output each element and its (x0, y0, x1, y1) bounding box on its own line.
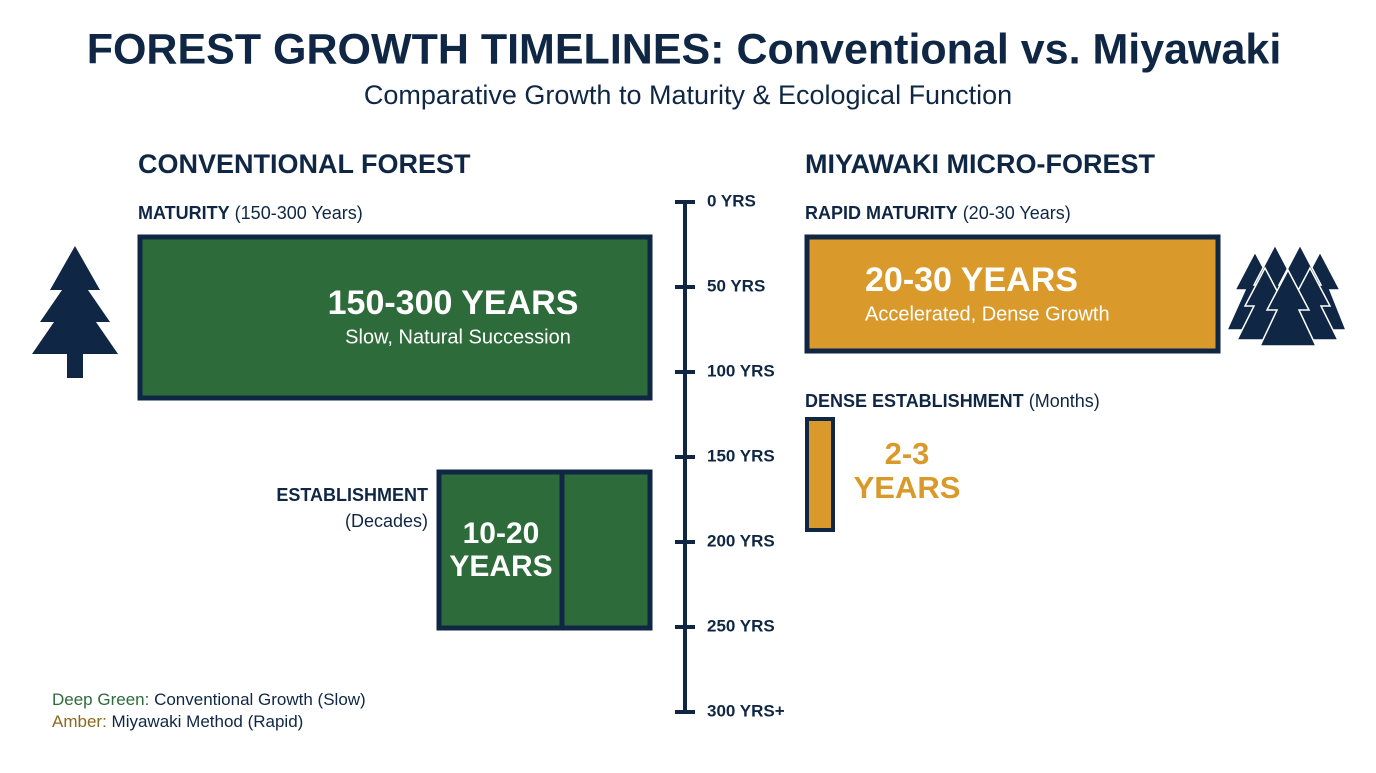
tick-label: 150 YRS (707, 446, 775, 465)
label: RAPID MATURITY (805, 203, 958, 223)
legend-entry: Deep Green: Conventional Growth (Slow) (52, 690, 366, 709)
legend-key: Deep Green: (52, 690, 149, 709)
rapid-maturity-caption: Accelerated, Dense Growth (865, 303, 1110, 325)
tick-label: 0 YRS (707, 191, 756, 210)
note: (150-300 Years) (235, 203, 363, 223)
rapid-maturity-value: 20-30 YEARS (865, 261, 1078, 299)
subtitle: Comparative Growth to Maturity & Ecologi… (364, 80, 1012, 110)
tick-label: 50 YRS (707, 276, 765, 295)
miyawaki-heading: MIYAWAKI MICRO-FOREST (805, 149, 1156, 179)
title: FOREST GROWTH TIMELINES: Conventional vs… (87, 25, 1282, 73)
rapid-maturity-box (804, 234, 1221, 354)
dense-value: 2-3 (885, 436, 930, 471)
establishment-value: 10-20 (463, 517, 540, 550)
legend-text: Miyawaki Method (Rapid) (112, 712, 304, 731)
tick-label: 250 YRS (707, 616, 775, 635)
establishment-note: (Decades) (345, 511, 428, 531)
tick-label: 300 YRS+ (707, 701, 785, 720)
legend-key: Amber: (52, 712, 107, 731)
dense-label: DENSE ESTABLISHMENT (Months) (805, 391, 1100, 411)
miyawaki-trees (1225, 243, 1348, 347)
legend-text: Conventional Growth (Slow) (154, 690, 366, 709)
establishment-box (436, 469, 653, 631)
maturity-caption: Slow, Natural Succession (345, 326, 571, 348)
label: MATURITY (138, 203, 230, 223)
maturity-box (137, 234, 653, 401)
label: DENSE ESTABLISHMENT (805, 391, 1024, 411)
maturity-value: 150-300 YEARS (328, 284, 579, 322)
dense-bar (805, 417, 835, 532)
conventional-heading: CONVENTIONAL FOREST (138, 149, 471, 179)
rapid-maturity-label: RAPID MATURITY (20-30 Years) (805, 203, 1071, 223)
dense-value: YEARS (854, 470, 961, 505)
establishment-value: YEARS (449, 550, 552, 583)
legend-entry: Amber: Miyawaki Method (Rapid) (52, 712, 303, 731)
tick-label: 100 YRS (707, 361, 775, 380)
timeline-ticks: 0 YRS 50 YRS 100 YRS 150 YRS 200 YRS 250 YRS 3… (675, 191, 785, 720)
conventional-tree (32, 246, 118, 378)
note: (20-30 Years) (963, 203, 1071, 223)
establishment-label: ESTABLISHMENT (276, 485, 428, 505)
tick-label: 200 YRS (707, 531, 775, 550)
maturity-label: MATURITY (150-300 Years) (138, 203, 363, 223)
note: (Months) (1029, 391, 1100, 411)
